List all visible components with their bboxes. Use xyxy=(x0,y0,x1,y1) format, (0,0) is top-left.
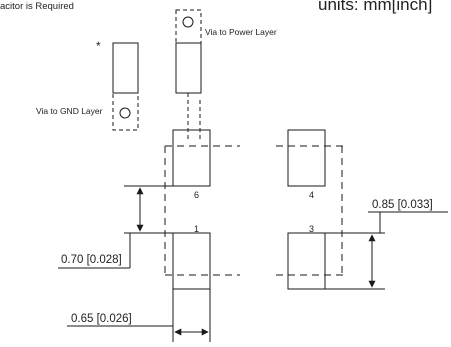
gnd-via-circle xyxy=(119,107,131,119)
pin-1-label: 1 xyxy=(194,224,199,234)
pad-1 xyxy=(172,232,211,290)
capacitor-pad-left xyxy=(112,42,139,94)
gnd-via-box xyxy=(112,92,139,131)
pad-3 xyxy=(287,232,326,290)
units-label: units: mm[inch] xyxy=(318,0,432,14)
pin-3-label: 3 xyxy=(309,224,314,234)
row-gap-dimension: 0.70 [0.028] xyxy=(61,254,122,266)
pin-6-label: 6 xyxy=(194,190,199,200)
power-via-circle xyxy=(182,16,194,28)
asterisk-mark: * xyxy=(96,39,101,53)
pad-4 xyxy=(287,129,326,187)
power-via-box xyxy=(175,9,202,44)
pad-6 xyxy=(172,129,211,187)
header-note: acitor is Required xyxy=(0,1,74,12)
capacitor-pad-right xyxy=(175,42,202,94)
via-power-label: Via to Power Layer xyxy=(205,27,277,37)
pad-width-dimension: 0.65 [0.026] xyxy=(71,313,132,325)
pad-length-dimension: 0.85 [0.033] xyxy=(372,199,433,211)
via-gnd-label: Via to GND Layer xyxy=(36,106,103,116)
pin-4-label: 4 xyxy=(309,190,314,200)
